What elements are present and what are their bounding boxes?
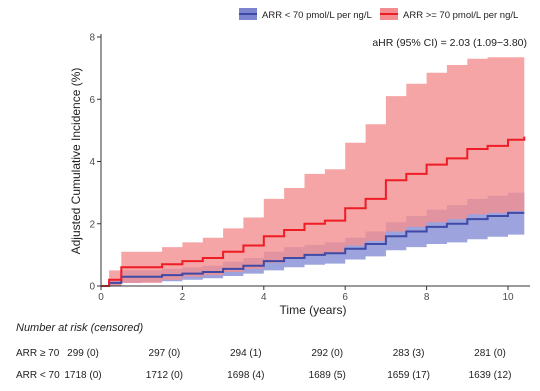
- ci-band-series-1: [101, 55, 525, 287]
- risk-row-label-1: ARR < 70: [16, 370, 60, 381]
- risk-cell-1-1: 1712 (0): [146, 370, 183, 381]
- risk-cell-1-2: 1698 (4): [227, 370, 264, 381]
- risk-cell-1-3: 1689 (5): [309, 370, 346, 381]
- risk-cell-0-0: 299 (0): [67, 348, 99, 359]
- x-tick-label-8: 8: [424, 292, 430, 303]
- y-tick-label-8: 8: [89, 33, 95, 44]
- plot-area: 0 2 4 6 8 0 2 4 6 8 10: [89, 33, 530, 303]
- legend: ARR < 70 pmol/L per ng/L ARR >= 70 pmol/…: [239, 8, 518, 21]
- y-axis-title: Adjusted Cumulative Incidence (%): [69, 68, 83, 255]
- risk-row-label-0: ARR ≥ 70: [16, 348, 60, 359]
- y-tick-label-0: 0: [89, 282, 95, 293]
- risk-cell-1-0: 1718 (0): [64, 370, 101, 381]
- risk-table-title: Number at risk (censored): [16, 322, 143, 334]
- risk-table: ARR ≥ 70 299 (0) 297 (0) 294 (1) 292 (0) 283 …: [16, 348, 511, 381]
- km-line-series-0: [101, 211, 525, 287]
- risk-cell-0-3: 292 (0): [311, 348, 343, 359]
- x-tick-label-2: 2: [180, 292, 186, 303]
- risk-cell-1-5: 1639 (12): [469, 370, 512, 381]
- km-line-series-1: [101, 136, 526, 287]
- x-tick-label-0: 0: [98, 292, 104, 303]
- risk-cell-0-5: 281 (0): [474, 348, 506, 359]
- y-tick-label-4: 4: [89, 157, 95, 168]
- legend-label-low: ARR < 70 pmol/L per ng/L: [262, 10, 372, 21]
- x-axis-title: Time (years): [280, 303, 347, 317]
- x-tick-label-4: 4: [261, 292, 267, 303]
- risk-cell-0-2: 294 (1): [230, 348, 262, 359]
- x-tick-label-10: 10: [502, 292, 514, 303]
- risk-cell-0-1: 297 (0): [149, 348, 181, 359]
- risk-cell-0-4: 283 (3): [393, 348, 425, 359]
- hazard-ratio-annotation: aHR (95% CI) = 2.03 (1.09−3.80): [372, 37, 527, 49]
- y-tick-label-2: 2: [89, 219, 95, 230]
- risk-cell-1-4: 1659 (17): [387, 370, 430, 381]
- x-tick-label-6: 6: [342, 292, 348, 303]
- y-tick-label-6: 6: [89, 95, 95, 106]
- legend-label-high: ARR >= 70 pmol/L per ng/L: [403, 10, 518, 21]
